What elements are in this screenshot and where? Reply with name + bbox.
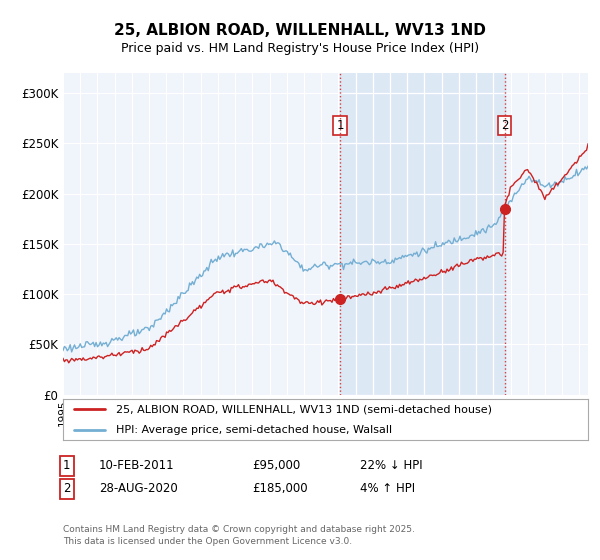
Text: 1: 1 [63, 459, 71, 473]
Bar [340, 73, 505, 395]
Text: Price paid vs. HM Land Registry's House Price Index (HPI): Price paid vs. HM Land Registry's House … [121, 42, 479, 55]
Text: 22% ↓ HPI: 22% ↓ HPI [360, 459, 422, 473]
Text: 4% ↑ HPI: 4% ↑ HPI [360, 482, 415, 496]
Text: £95,000: £95,000 [252, 459, 300, 473]
Text: 10-FEB-2011: 10-FEB-2011 [99, 459, 175, 473]
Text: Contains HM Land Registry data © Crown copyright and database right 2025.
This d: Contains HM Land Registry data © Crown c… [63, 525, 415, 546]
Text: 1: 1 [337, 119, 344, 132]
Text: 25, ALBION ROAD, WILLENHALL, WV13 1ND: 25, ALBION ROAD, WILLENHALL, WV13 1ND [114, 24, 486, 38]
Text: 25, ALBION ROAD, WILLENHALL, WV13 1ND (semi-detached house): 25, ALBION ROAD, WILLENHALL, WV13 1ND (s… [115, 404, 491, 414]
Text: 2: 2 [501, 119, 508, 132]
Text: HPI: Average price, semi-detached house, Walsall: HPI: Average price, semi-detached house,… [115, 424, 392, 435]
Text: 2: 2 [63, 482, 71, 496]
Text: £185,000: £185,000 [252, 482, 308, 496]
Text: 28-AUG-2020: 28-AUG-2020 [99, 482, 178, 496]
